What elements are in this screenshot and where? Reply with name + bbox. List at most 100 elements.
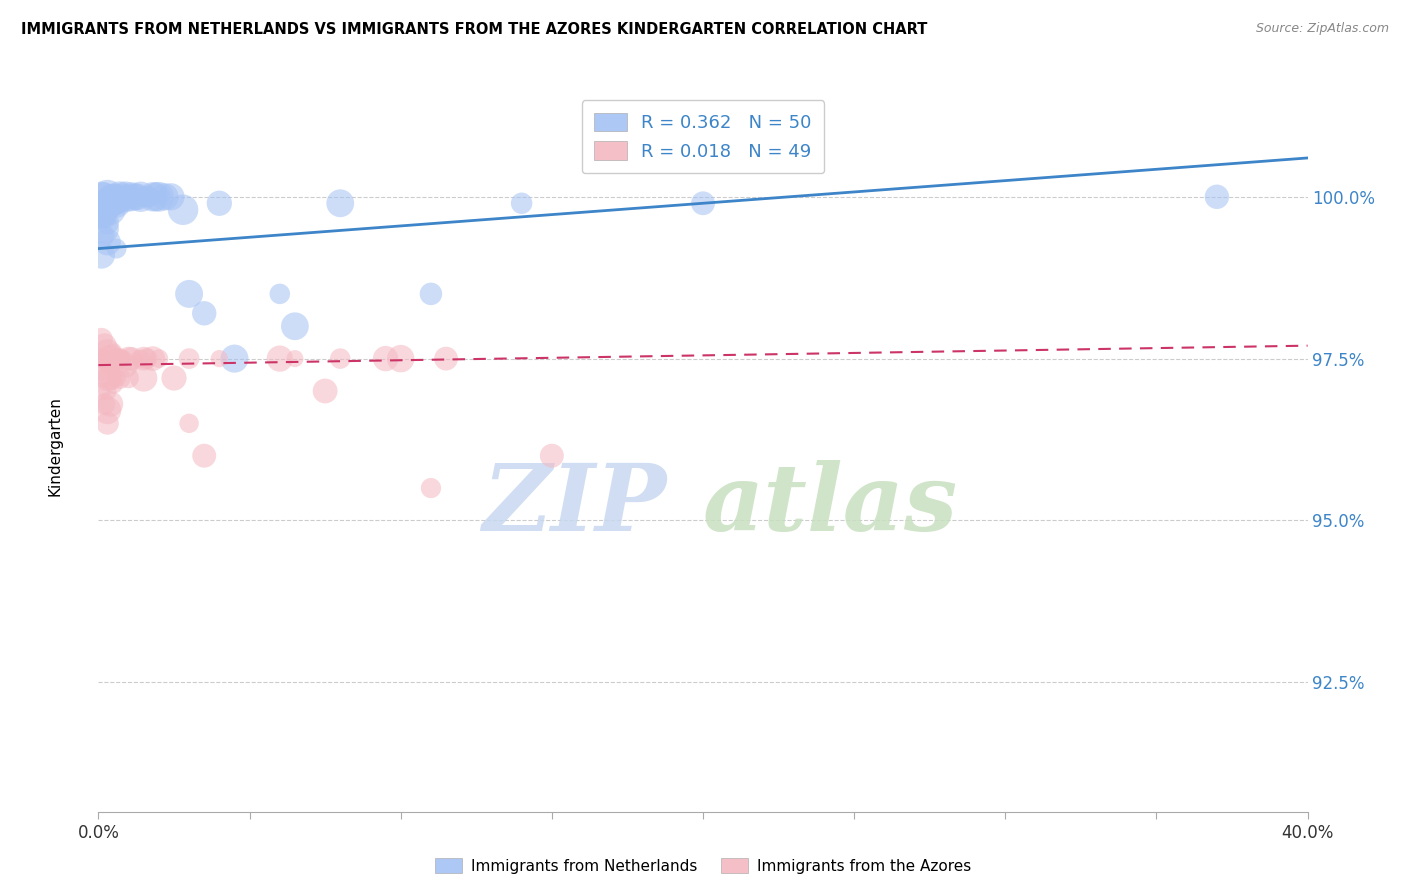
Point [100, 190, 122, 204]
Point [100, 371, 122, 385]
Point [90, 190, 112, 204]
Point [145, 190, 167, 204]
Point [374, 351, 396, 366]
Point [269, 286, 291, 301]
Point [100, 351, 122, 366]
Point [510, 196, 533, 211]
Point [100, 196, 122, 211]
Point [93, 209, 115, 223]
Point [103, 358, 125, 372]
Point [100, 397, 122, 411]
Point [132, 371, 155, 385]
Point [96, 403, 118, 417]
Point [93, 339, 115, 353]
Point [111, 190, 134, 204]
Point [434, 351, 457, 366]
Point [389, 351, 412, 366]
Point [105, 371, 128, 385]
Point [90, 351, 112, 366]
Point [142, 351, 165, 366]
Point [148, 351, 170, 366]
Point [105, 242, 128, 256]
Point [93, 202, 115, 217]
Text: IMMIGRANTS FROM NETHERLANDS VS IMMIGRANTS FROM THE AZORES KINDERGARTEN CORRELATI: IMMIGRANTS FROM NETHERLANDS VS IMMIGRANT… [21, 22, 928, 37]
Point [179, 417, 201, 431]
Point [420, 481, 443, 495]
Point [108, 190, 131, 204]
Point [329, 196, 352, 211]
Point [96, 202, 118, 217]
Point [224, 351, 246, 366]
Point [193, 449, 215, 463]
Point [129, 190, 152, 204]
Point [96, 216, 118, 230]
Point [135, 351, 157, 366]
Point [132, 351, 155, 366]
Point [142, 190, 165, 204]
Point [90, 248, 112, 262]
Text: ZIP: ZIP [482, 459, 666, 549]
Point [160, 190, 183, 204]
Point [108, 351, 131, 366]
Point [108, 371, 131, 385]
Point [93, 371, 115, 385]
Point [96, 345, 118, 359]
Point [111, 351, 134, 366]
Y-axis label: Kindergarten: Kindergarten [48, 396, 62, 496]
Text: Source: ZipAtlas.com: Source: ZipAtlas.com [1256, 22, 1389, 36]
Text: atlas: atlas [703, 459, 959, 549]
Point [96, 358, 118, 372]
Point [96, 384, 118, 398]
Point [103, 196, 125, 211]
Point [329, 351, 352, 366]
Point [96, 371, 118, 385]
Point [103, 345, 125, 359]
Point [284, 319, 307, 334]
Point [96, 235, 118, 249]
Point [93, 397, 115, 411]
Point [90, 209, 112, 223]
Point [314, 384, 336, 398]
Point [105, 196, 128, 211]
Point [118, 190, 141, 204]
Point [118, 351, 141, 366]
Point [93, 222, 115, 236]
Point [118, 371, 141, 385]
Point [93, 351, 115, 366]
Point [105, 351, 128, 366]
Point [208, 196, 231, 211]
Point [90, 332, 112, 346]
Point [127, 190, 149, 204]
Point [179, 286, 201, 301]
Point [172, 202, 194, 217]
Legend: R = 0.362   N = 50, R = 0.018   N = 49: R = 0.362 N = 50, R = 0.018 N = 49 [582, 100, 824, 173]
Point [269, 351, 291, 366]
Point [163, 371, 186, 385]
Point [105, 190, 128, 204]
Point [132, 190, 155, 204]
Point [129, 351, 152, 366]
Point [90, 228, 112, 243]
Point [90, 365, 112, 379]
Point [114, 190, 136, 204]
Point [179, 351, 201, 366]
Point [96, 417, 118, 431]
Point [135, 190, 157, 204]
Point [208, 351, 231, 366]
Point [540, 449, 562, 463]
Legend: Immigrants from Netherlands, Immigrants from the Azores: Immigrants from Netherlands, Immigrants … [429, 852, 977, 880]
Point [121, 351, 143, 366]
Point [284, 351, 307, 366]
Point [93, 190, 115, 204]
Point [100, 202, 122, 217]
Point [420, 286, 443, 301]
Point [124, 190, 146, 204]
Point [103, 377, 125, 392]
Point [153, 190, 176, 204]
Point [96, 196, 118, 211]
Point [103, 190, 125, 204]
Point [114, 358, 136, 372]
Point [108, 196, 131, 211]
Point [692, 196, 714, 211]
Point [121, 190, 143, 204]
